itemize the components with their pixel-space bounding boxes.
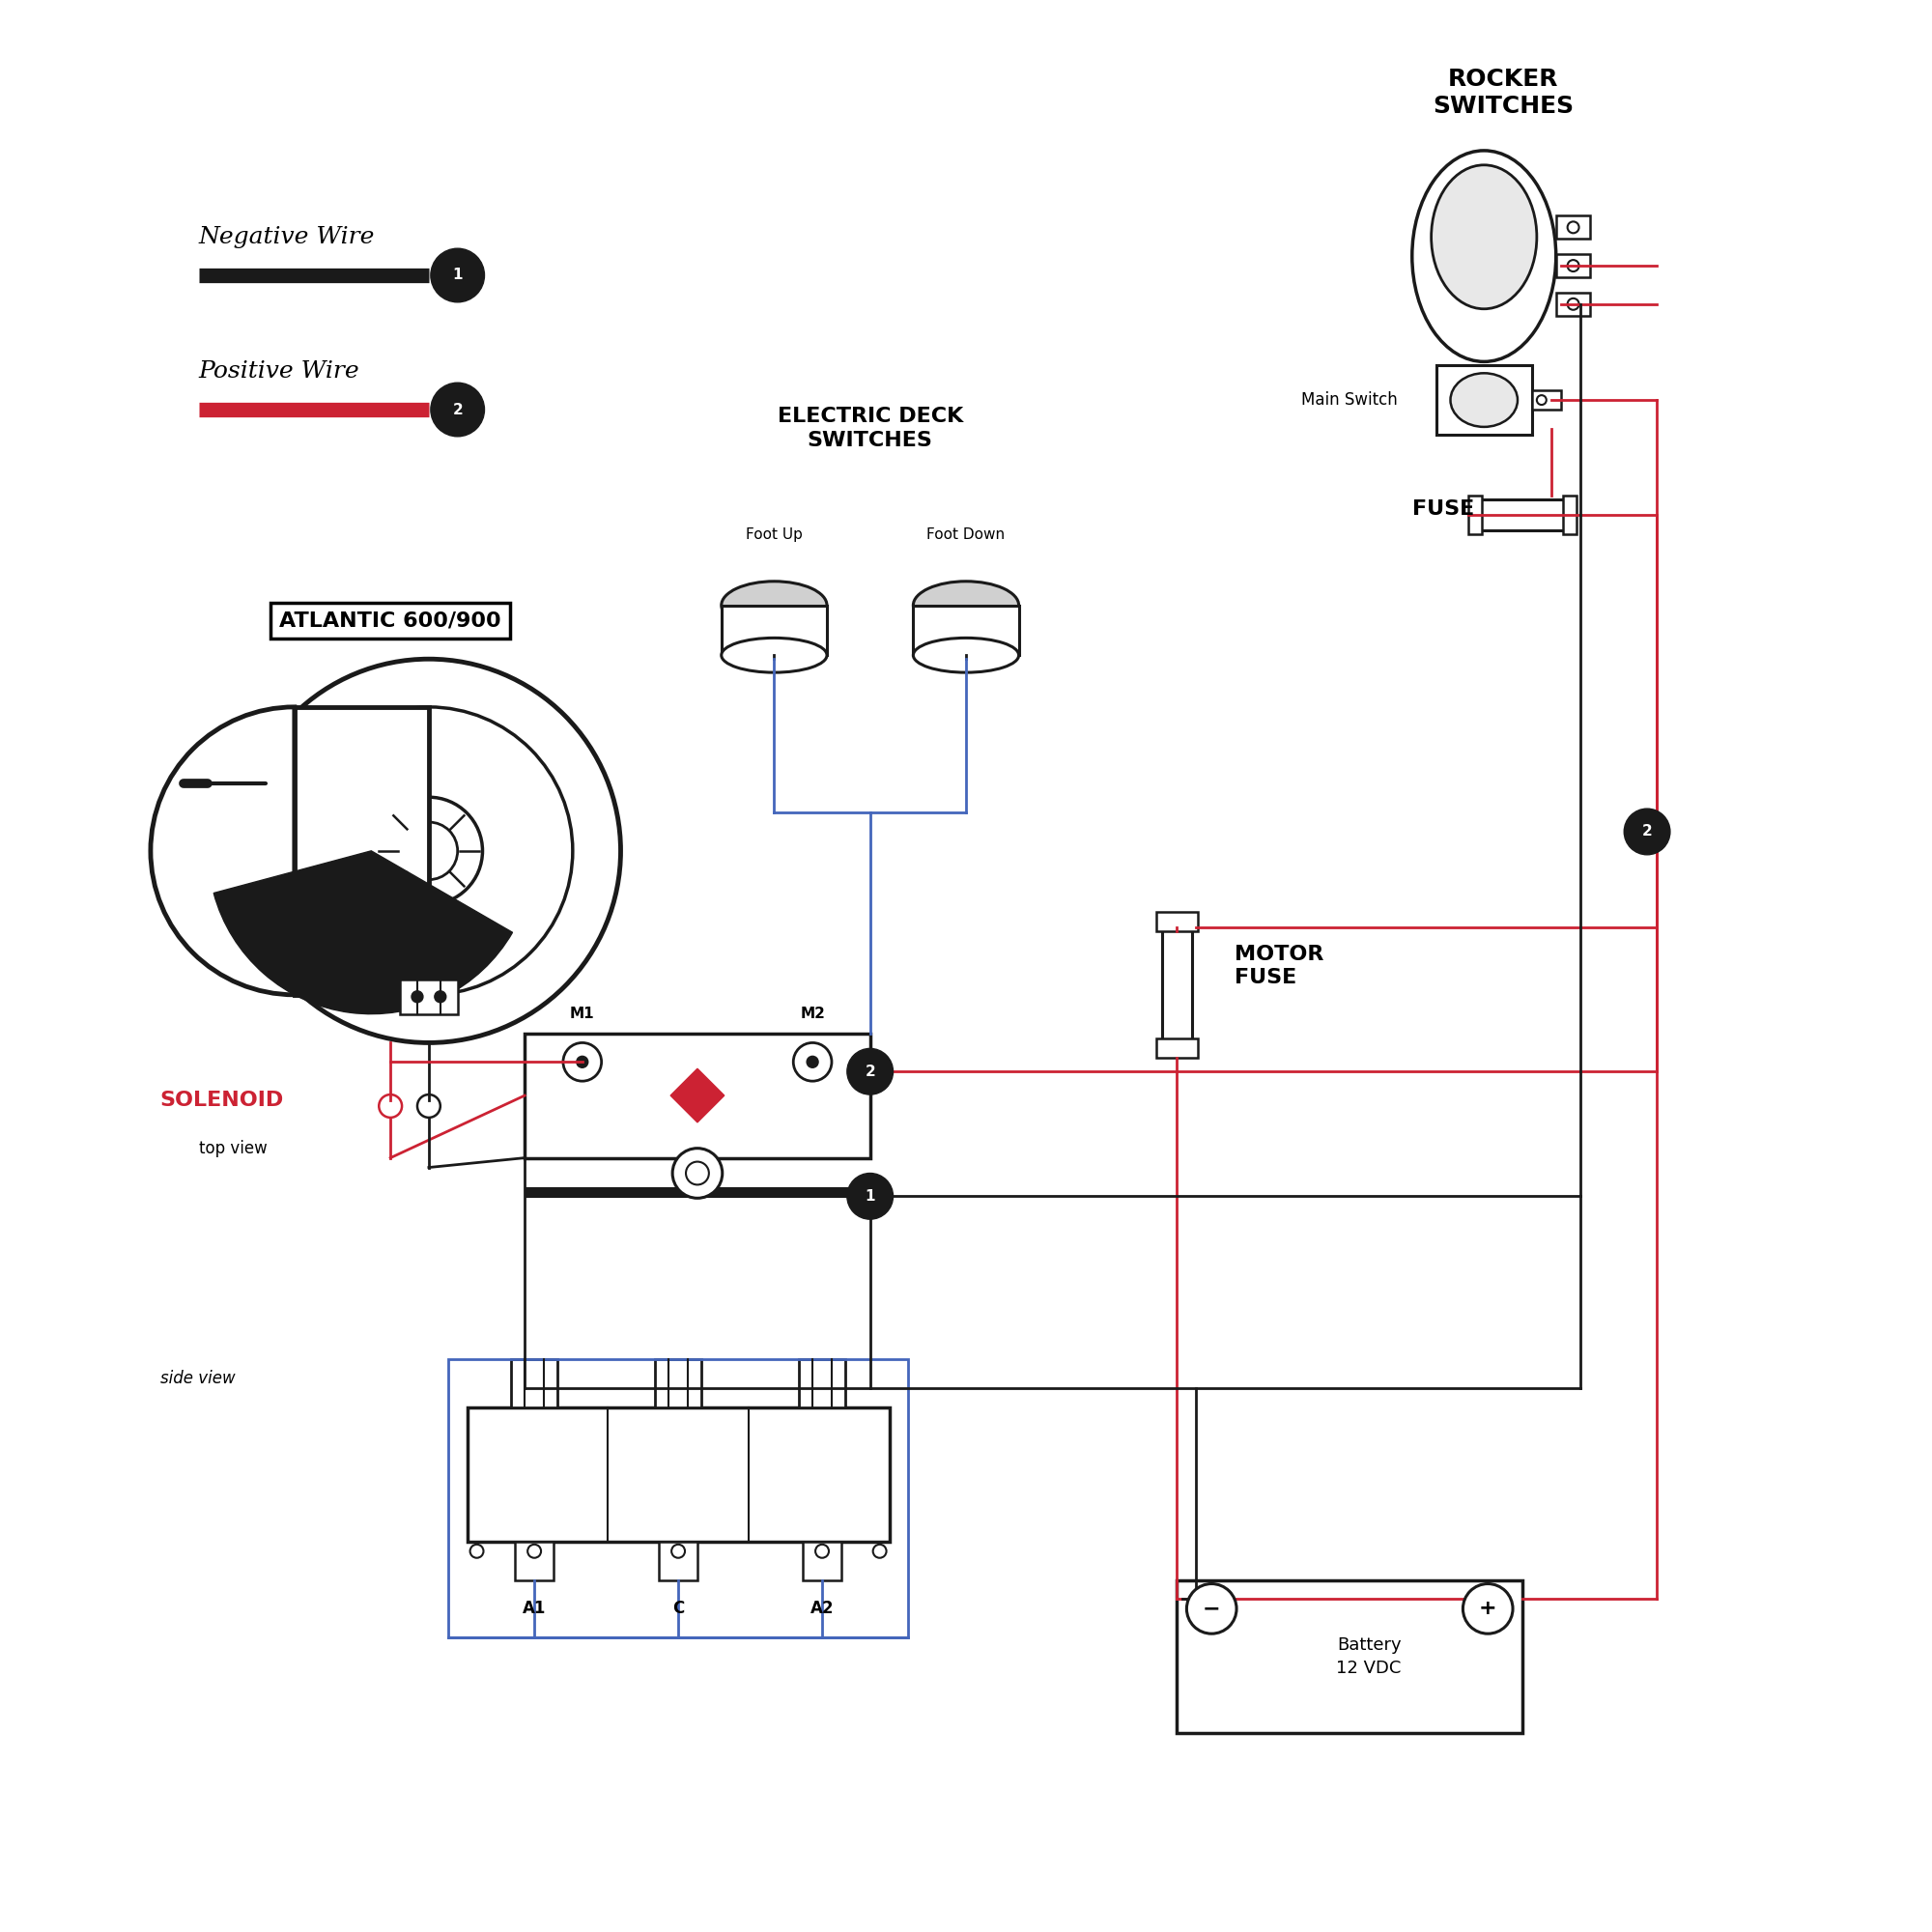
Text: C: C bbox=[672, 1600, 684, 1617]
Bar bbox=[1555, 216, 1590, 240]
Text: FUSE: FUSE bbox=[1412, 500, 1474, 520]
Bar bbox=[914, 605, 1018, 655]
Text: MOTOR
FUSE: MOTOR FUSE bbox=[1235, 945, 1323, 987]
Circle shape bbox=[846, 1049, 893, 1095]
Text: Foot Up: Foot Up bbox=[746, 527, 802, 541]
Text: A1: A1 bbox=[522, 1600, 547, 1617]
Text: −: − bbox=[1202, 1600, 1221, 1619]
Circle shape bbox=[1186, 1584, 1236, 1634]
Ellipse shape bbox=[721, 582, 827, 630]
Bar bbox=[655, 1360, 701, 1406]
Text: Positive Wire: Positive Wire bbox=[199, 359, 359, 383]
Circle shape bbox=[412, 991, 423, 1003]
Bar bbox=[1480, 500, 1565, 531]
Circle shape bbox=[431, 383, 485, 437]
Text: 2: 2 bbox=[452, 402, 464, 417]
Circle shape bbox=[808, 1057, 819, 1068]
Text: ATLANTIC 600/900: ATLANTIC 600/900 bbox=[280, 611, 500, 630]
Circle shape bbox=[1463, 1584, 1513, 1634]
Bar bbox=[448, 1360, 908, 1638]
Ellipse shape bbox=[1432, 164, 1536, 309]
Bar bbox=[1563, 497, 1577, 535]
Text: SOLENOID: SOLENOID bbox=[160, 1092, 284, 1111]
Circle shape bbox=[435, 991, 446, 1003]
Circle shape bbox=[672, 1148, 723, 1198]
Text: Battery
12 VDC: Battery 12 VDC bbox=[1337, 1636, 1401, 1677]
Text: ROCKER
SWITCHES: ROCKER SWITCHES bbox=[1434, 68, 1575, 118]
Bar bbox=[804, 1542, 840, 1580]
Bar bbox=[1555, 255, 1590, 276]
Bar bbox=[1155, 1039, 1198, 1059]
Bar bbox=[1555, 292, 1590, 315]
Circle shape bbox=[431, 249, 485, 301]
Circle shape bbox=[686, 1161, 709, 1184]
Bar bbox=[1435, 365, 1532, 435]
Text: M2: M2 bbox=[800, 1007, 825, 1022]
Text: +: + bbox=[1478, 1600, 1497, 1619]
Ellipse shape bbox=[914, 582, 1018, 630]
Text: side view: side view bbox=[160, 1370, 236, 1387]
Bar bbox=[294, 707, 429, 995]
Text: 2: 2 bbox=[1642, 825, 1652, 838]
Wedge shape bbox=[214, 850, 512, 1014]
Wedge shape bbox=[151, 707, 294, 995]
Bar bbox=[516, 1542, 553, 1580]
Ellipse shape bbox=[721, 638, 827, 672]
Text: Foot Down: Foot Down bbox=[927, 527, 1005, 541]
Text: top view: top view bbox=[199, 1140, 267, 1157]
Bar bbox=[1161, 927, 1192, 1043]
Text: Main Switch: Main Switch bbox=[1302, 392, 1397, 410]
Text: 1: 1 bbox=[866, 1188, 875, 1204]
Circle shape bbox=[1625, 810, 1669, 854]
Bar bbox=[1177, 1580, 1522, 1733]
Bar bbox=[1468, 497, 1482, 535]
Bar bbox=[659, 1542, 697, 1580]
Bar bbox=[400, 980, 458, 1014]
Bar bbox=[800, 1360, 844, 1406]
Text: A2: A2 bbox=[810, 1600, 835, 1617]
Text: 2: 2 bbox=[866, 1065, 875, 1078]
Bar bbox=[1155, 912, 1198, 931]
Text: 1: 1 bbox=[452, 269, 462, 282]
Bar bbox=[1532, 390, 1561, 410]
Circle shape bbox=[846, 1173, 893, 1219]
Text: M1: M1 bbox=[570, 1007, 595, 1022]
Ellipse shape bbox=[914, 638, 1018, 672]
Circle shape bbox=[576, 1057, 587, 1068]
Bar bbox=[721, 605, 827, 655]
Ellipse shape bbox=[1451, 373, 1519, 427]
Bar bbox=[526, 1034, 869, 1157]
Bar bbox=[512, 1360, 556, 1406]
Text: Negative Wire: Negative Wire bbox=[199, 226, 375, 247]
Bar bbox=[468, 1406, 889, 1542]
Text: ELECTRIC DECK
SWITCHES: ELECTRIC DECK SWITCHES bbox=[777, 408, 962, 450]
Polygon shape bbox=[670, 1068, 724, 1122]
